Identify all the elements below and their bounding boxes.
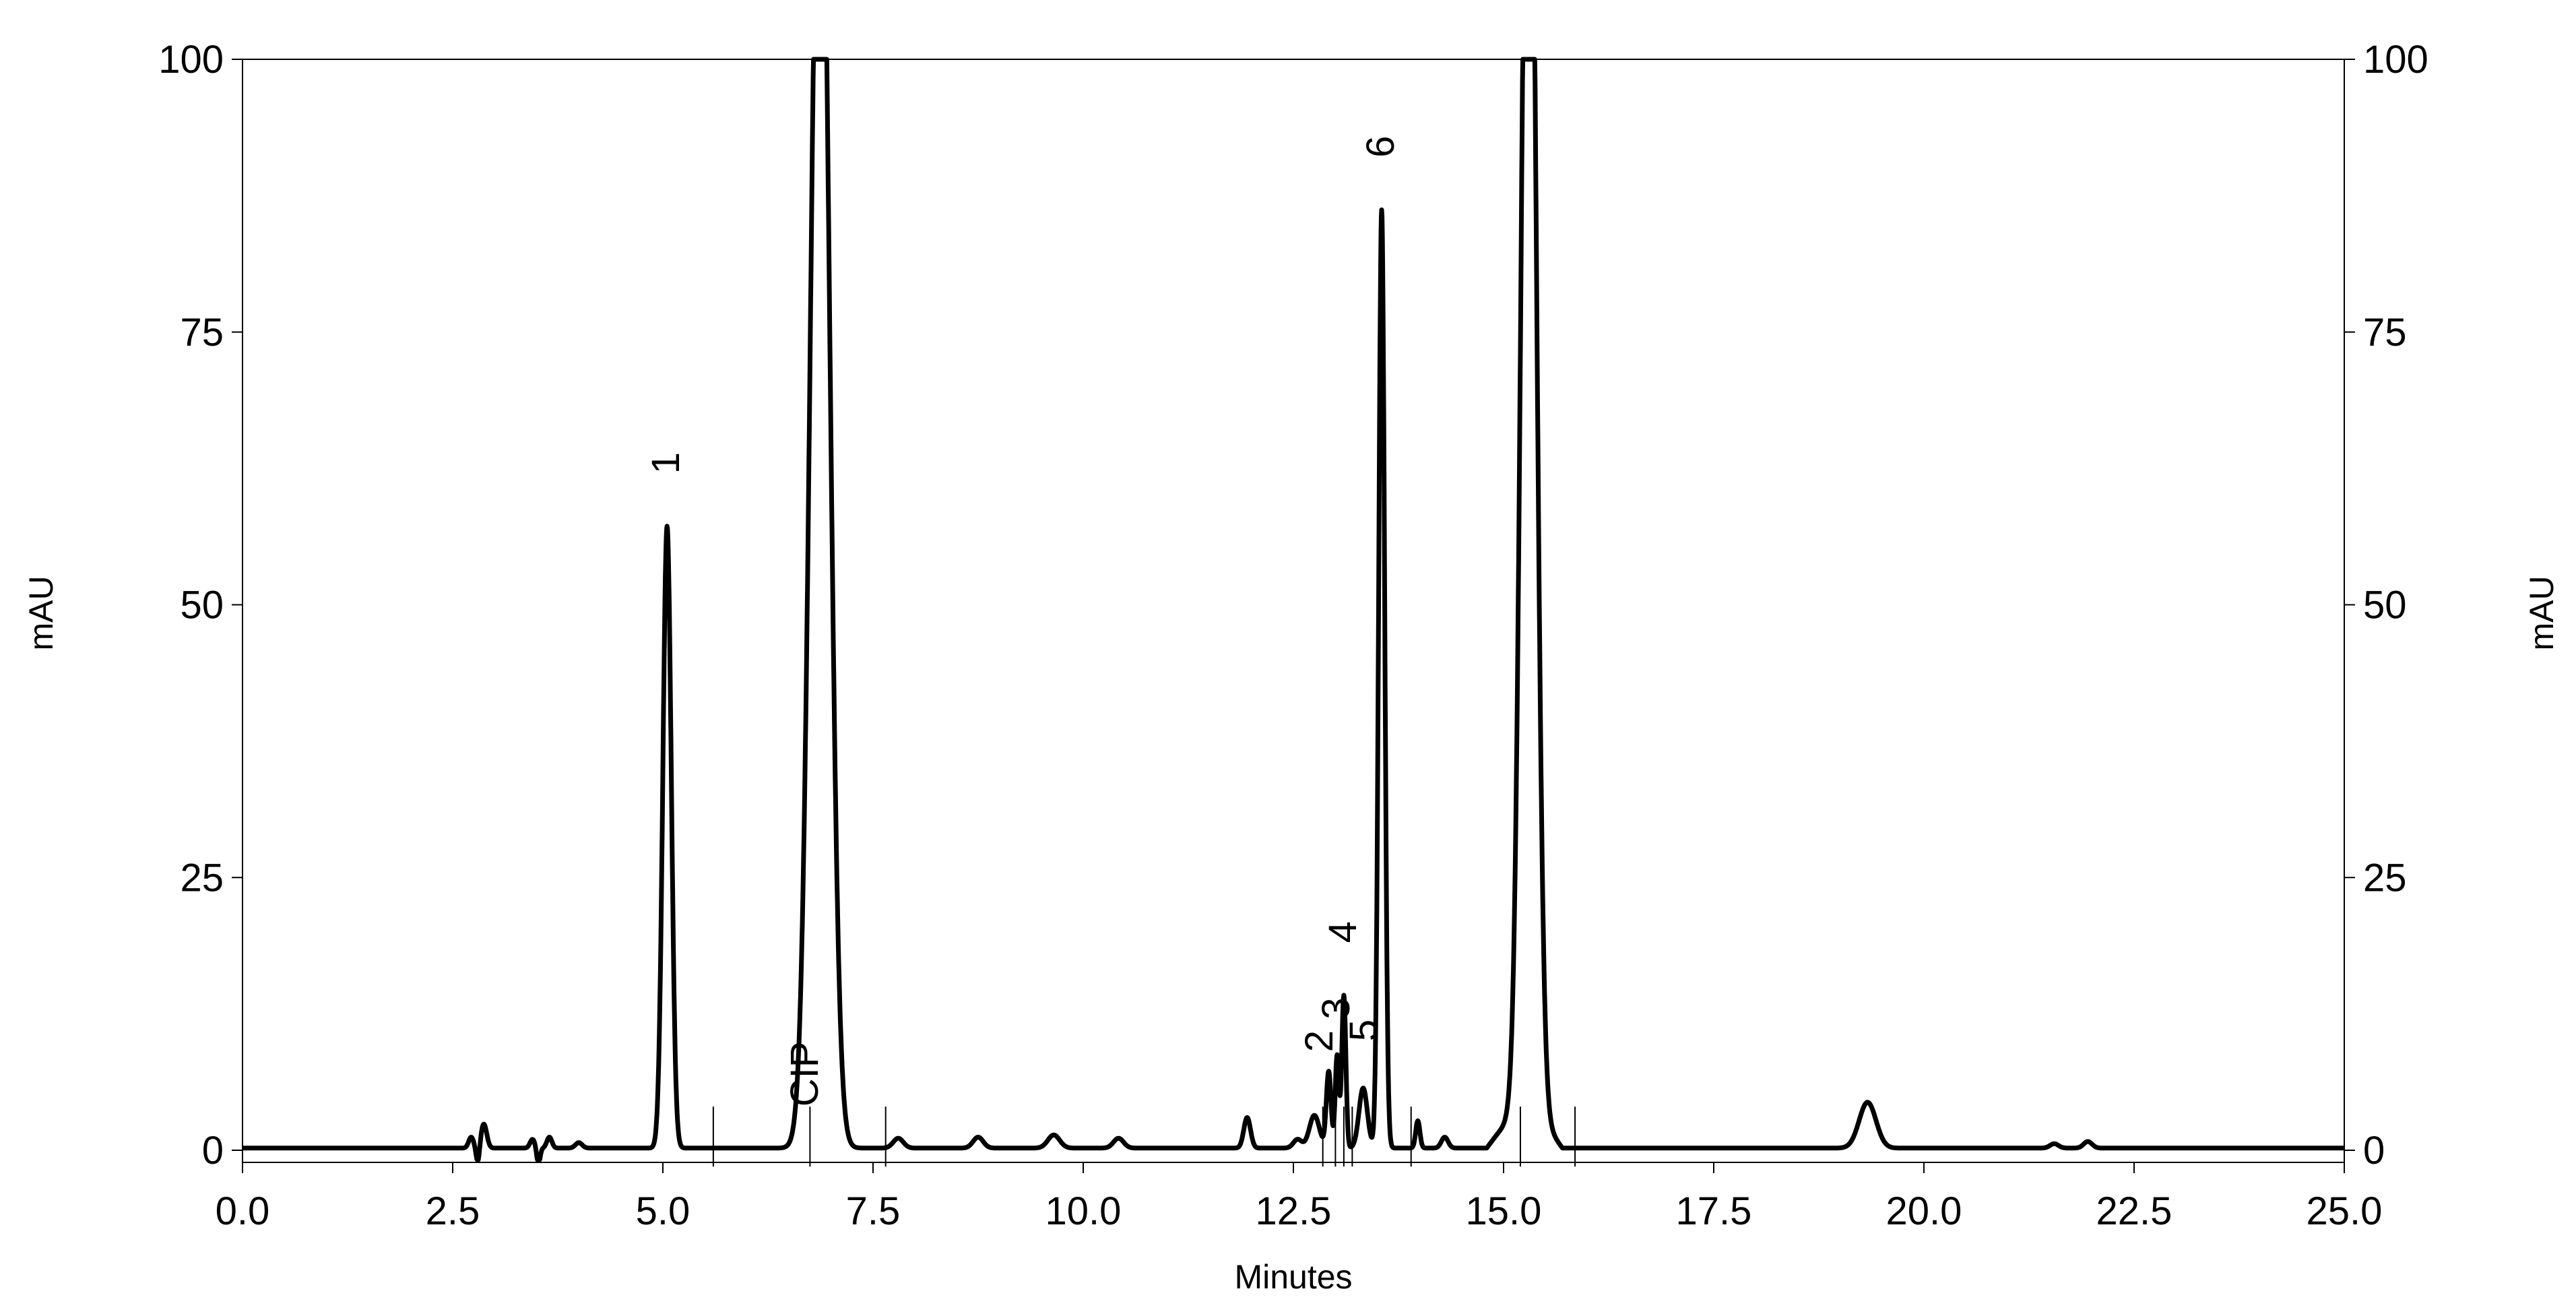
- x-tick-label: 17.5: [1676, 1189, 1752, 1233]
- x-tick-label: 5.0: [636, 1189, 690, 1233]
- y-tick-label-left: 100: [158, 38, 224, 82]
- y-axis-title-right: mAU: [2523, 575, 2561, 650]
- x-axis: 0.0 2.5 5.0 7.5 10.0 12.5 15.0 17.5 20.0 22.5 25.0: [216, 1162, 2383, 1233]
- y-tick-label-right: 75: [2363, 311, 2407, 354]
- peak-label: 2: [1297, 1030, 1341, 1052]
- y-axis-title-left: mAU: [22, 575, 60, 650]
- peak-label: 4: [1321, 921, 1365, 943]
- chromatogram-trace: [240, 57, 2346, 1162]
- y-tick-label-right: 0: [2363, 1129, 2385, 1172]
- peak-label: CIP: [783, 1042, 827, 1107]
- peak-labels: 1 CIP 2 3 4 5 6: [644, 135, 1403, 1106]
- x-tick-label: 10.0: [1045, 1189, 1122, 1233]
- peak-label: 3: [1314, 997, 1358, 1019]
- y-tick-label-left: 50: [180, 584, 224, 627]
- y-tick-label-left: 0: [202, 1129, 224, 1172]
- x-tick-label: 25.0: [2307, 1189, 2383, 1233]
- peak-label: 1: [644, 452, 688, 474]
- x-tick-label: 22.5: [2096, 1189, 2172, 1233]
- x-tick-label: 2.5: [426, 1189, 480, 1233]
- x-tick-label: 20.0: [1886, 1189, 1962, 1233]
- peak-label: 6: [1359, 135, 1403, 157]
- x-tick-label: 12.5: [1256, 1189, 1332, 1233]
- x-tick-label: 15.0: [1466, 1189, 1542, 1233]
- y-tick-label-right: 25: [2363, 856, 2407, 900]
- x-tick-label: 0.0: [216, 1189, 270, 1233]
- y-tick-label-left: 75: [180, 311, 224, 354]
- y-tick-label-right: 50: [2363, 584, 2407, 627]
- x-axis-title: Minutes: [1234, 1258, 1352, 1296]
- y-axis-right: 0 25 50 75 100: [2344, 38, 2428, 1172]
- y-tick-label-left: 25: [180, 856, 224, 900]
- y-tick-label-right: 100: [2363, 38, 2428, 82]
- x-tick-label: 7.5: [846, 1189, 901, 1233]
- peak-label: 5: [1342, 1020, 1386, 1041]
- plot-frame: [242, 59, 2345, 1163]
- y-axis-left: 0 25 50 75 100: [158, 38, 243, 1172]
